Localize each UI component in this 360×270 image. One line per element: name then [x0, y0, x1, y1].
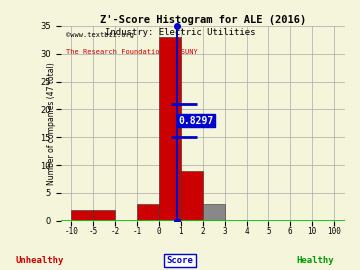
Bar: [203, 204, 225, 221]
Text: Industry: Electric Utilities: Industry: Electric Utilities: [105, 28, 255, 37]
Bar: [93, 210, 115, 221]
Bar: [181, 171, 203, 221]
Text: Healthy: Healthy: [296, 256, 334, 265]
Bar: [72, 210, 93, 221]
Title: Z'-Score Histogram for ALE (2016): Z'-Score Histogram for ALE (2016): [100, 15, 306, 25]
Text: Score: Score: [167, 256, 193, 265]
Y-axis label: Number of companies (47 total): Number of companies (47 total): [48, 62, 57, 185]
Bar: [137, 204, 159, 221]
Text: Unhealthy: Unhealthy: [15, 256, 64, 265]
Text: The Research Foundation of SUNY: The Research Foundation of SUNY: [66, 49, 198, 55]
Text: 0.8297: 0.8297: [178, 116, 213, 126]
Bar: [159, 37, 181, 221]
Text: ©www.textbiz.org: ©www.textbiz.org: [66, 32, 134, 38]
